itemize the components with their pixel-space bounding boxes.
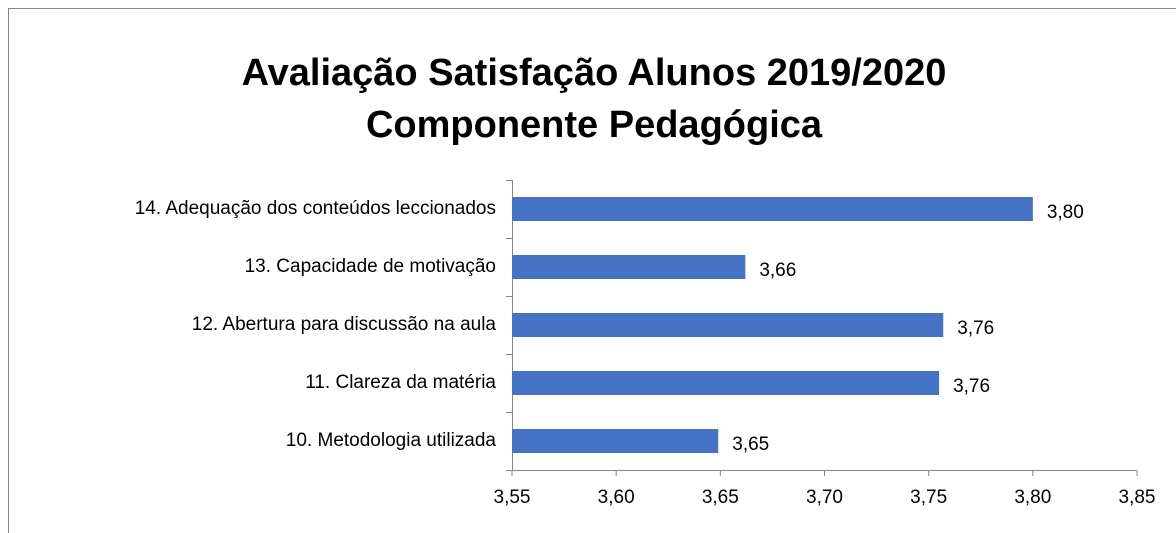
x-tick-label: 3,65 xyxy=(702,487,739,508)
value-label: 3,65 xyxy=(732,434,769,455)
x-tick-label: 3,75 xyxy=(910,487,947,508)
y-tick-label: 13. Capacidade de motivação xyxy=(245,256,496,277)
x-tick-label: 3,70 xyxy=(806,487,843,508)
y-tick-label: 11. Clareza da matéria xyxy=(305,372,496,393)
x-tick-label: 3,80 xyxy=(1014,487,1051,508)
bar xyxy=(512,255,746,279)
chart-title: Componente Pedagógica xyxy=(366,104,823,146)
y-tick-label: 10. Metodologia utilizada xyxy=(286,430,497,451)
chart-title: Avaliação Satisfação Alunos 2019/2020 xyxy=(242,52,947,94)
chart-frame xyxy=(8,8,1176,533)
y-tick-label: 14. Adequação dos conteúdos leccionados xyxy=(135,198,496,219)
value-label: 3,76 xyxy=(957,318,994,339)
bar xyxy=(512,371,940,395)
bar xyxy=(512,197,1033,221)
x-tick-label: 3,55 xyxy=(494,487,531,508)
value-label: 3,66 xyxy=(759,260,796,281)
y-tick-label: 12. Abertura para discussão na aula xyxy=(192,314,497,335)
value-label: 3,76 xyxy=(953,376,990,397)
value-label: 3,80 xyxy=(1047,202,1084,223)
bar xyxy=(512,429,719,453)
bar xyxy=(512,313,944,337)
x-tick-label: 3,85 xyxy=(1119,487,1156,508)
x-tick-label: 3,60 xyxy=(598,487,635,508)
